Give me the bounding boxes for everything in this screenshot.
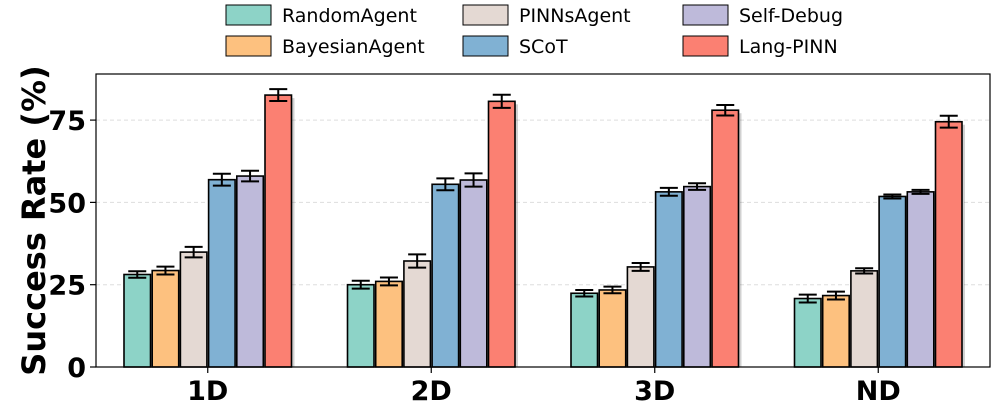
bar (793, 297, 822, 368)
legend-item-Lang-PINN: Lang-PINN (682, 35, 838, 58)
bar (654, 191, 683, 368)
bar-Self-Debug-1D (236, 169, 267, 368)
bar-RandomAgent-3D (570, 288, 601, 368)
legend-label: PINNsAgent (519, 5, 631, 27)
bar-Lang-PINN-2D (487, 93, 518, 368)
bar (374, 280, 404, 368)
legend-item-RandomAgent: RandomAgent (225, 4, 417, 27)
bar (123, 273, 152, 368)
bar-Lang-PINN-ND (934, 114, 965, 368)
bar-SCoT-3D (654, 186, 686, 368)
bar (264, 94, 293, 368)
legend-label: RandomAgent (282, 5, 417, 27)
bar (626, 266, 655, 368)
bar (179, 251, 208, 368)
bar (403, 260, 432, 368)
y-tick-label-75: 75 (48, 106, 86, 137)
bar-SCoT-2D (431, 177, 462, 368)
legend-swatch (225, 4, 272, 26)
bar-RandomAgent-1D (123, 270, 154, 368)
x-tick-label-ND: ND (856, 376, 901, 407)
bar-BayesianAgent-ND (821, 290, 853, 368)
bar-Self-Debug-2D (459, 172, 490, 368)
bar-Self-Debug-ND (906, 188, 937, 368)
legend-item-SCoT: SCoT (462, 35, 568, 58)
bar (906, 191, 935, 368)
legend-label: Lang-PINN (739, 36, 838, 58)
legend-item-BayesianAgent: BayesianAgent (225, 35, 425, 58)
y-tick-label-25: 25 (48, 271, 86, 302)
x-tick-label-2D: 2D (411, 376, 452, 407)
bars (123, 88, 965, 368)
bar (570, 292, 599, 368)
bar-Self-Debug-3D (682, 182, 714, 368)
bar (207, 178, 236, 368)
legend-label: BayesianAgent (282, 36, 425, 58)
legend-item-PINNsAgent: PINNsAgent (462, 4, 631, 27)
bar-BayesianAgent-3D (598, 285, 629, 368)
legend-swatch (682, 4, 729, 26)
bar-Lang-PINN-3D (711, 103, 742, 368)
bar-SCoT-1D (207, 172, 239, 368)
legend-item-Self-Debug: Self-Debug (682, 4, 843, 27)
legend: RandomAgent BayesianAgent PINNsAgent SCoT Se… (225, 4, 843, 58)
bar (682, 185, 712, 368)
bar-Lang-PINN-1D (264, 88, 295, 368)
legend-swatch (682, 35, 729, 57)
y-tick-label-50: 50 (48, 188, 86, 219)
bar (236, 175, 265, 368)
legend-swatch (462, 4, 509, 26)
bar-SCoT-ND (878, 193, 909, 368)
bar-BayesianAgent-1D (151, 265, 182, 368)
legend-label: SCoT (519, 36, 568, 58)
legend-swatch (462, 35, 509, 57)
bar-RandomAgent-ND (793, 293, 824, 368)
bar-PINNsAgent-3D (626, 261, 657, 368)
y-axis-label: Success Rate (%) (15, 65, 53, 375)
bar (598, 289, 627, 368)
bar (878, 195, 907, 368)
legend-swatch (225, 35, 272, 57)
y-tick-label-0: 0 (67, 353, 86, 384)
axes (95, 73, 991, 368)
bar-PINNsAgent-1D (179, 245, 210, 368)
ticks: 1D 2D 3D ND 0 25 50 75 (48, 106, 900, 407)
bar (487, 100, 516, 368)
bar (850, 270, 879, 368)
plot-frame (95, 73, 991, 368)
bar (934, 120, 963, 368)
bar (151, 269, 180, 368)
bar (346, 283, 375, 368)
bar-RandomAgent-2D (346, 279, 377, 368)
x-tick-label-3D: 3D (634, 376, 675, 407)
bar (821, 294, 851, 368)
x-tick-label-1D: 1D (187, 376, 228, 407)
legend-label: Self-Debug (739, 5, 843, 27)
bar (711, 109, 740, 368)
bar-BayesianAgent-2D (374, 276, 406, 368)
bar (459, 179, 488, 368)
bar-PINNsAgent-ND (850, 267, 881, 368)
bar-PINNsAgent-2D (403, 253, 434, 368)
bar (431, 183, 460, 368)
